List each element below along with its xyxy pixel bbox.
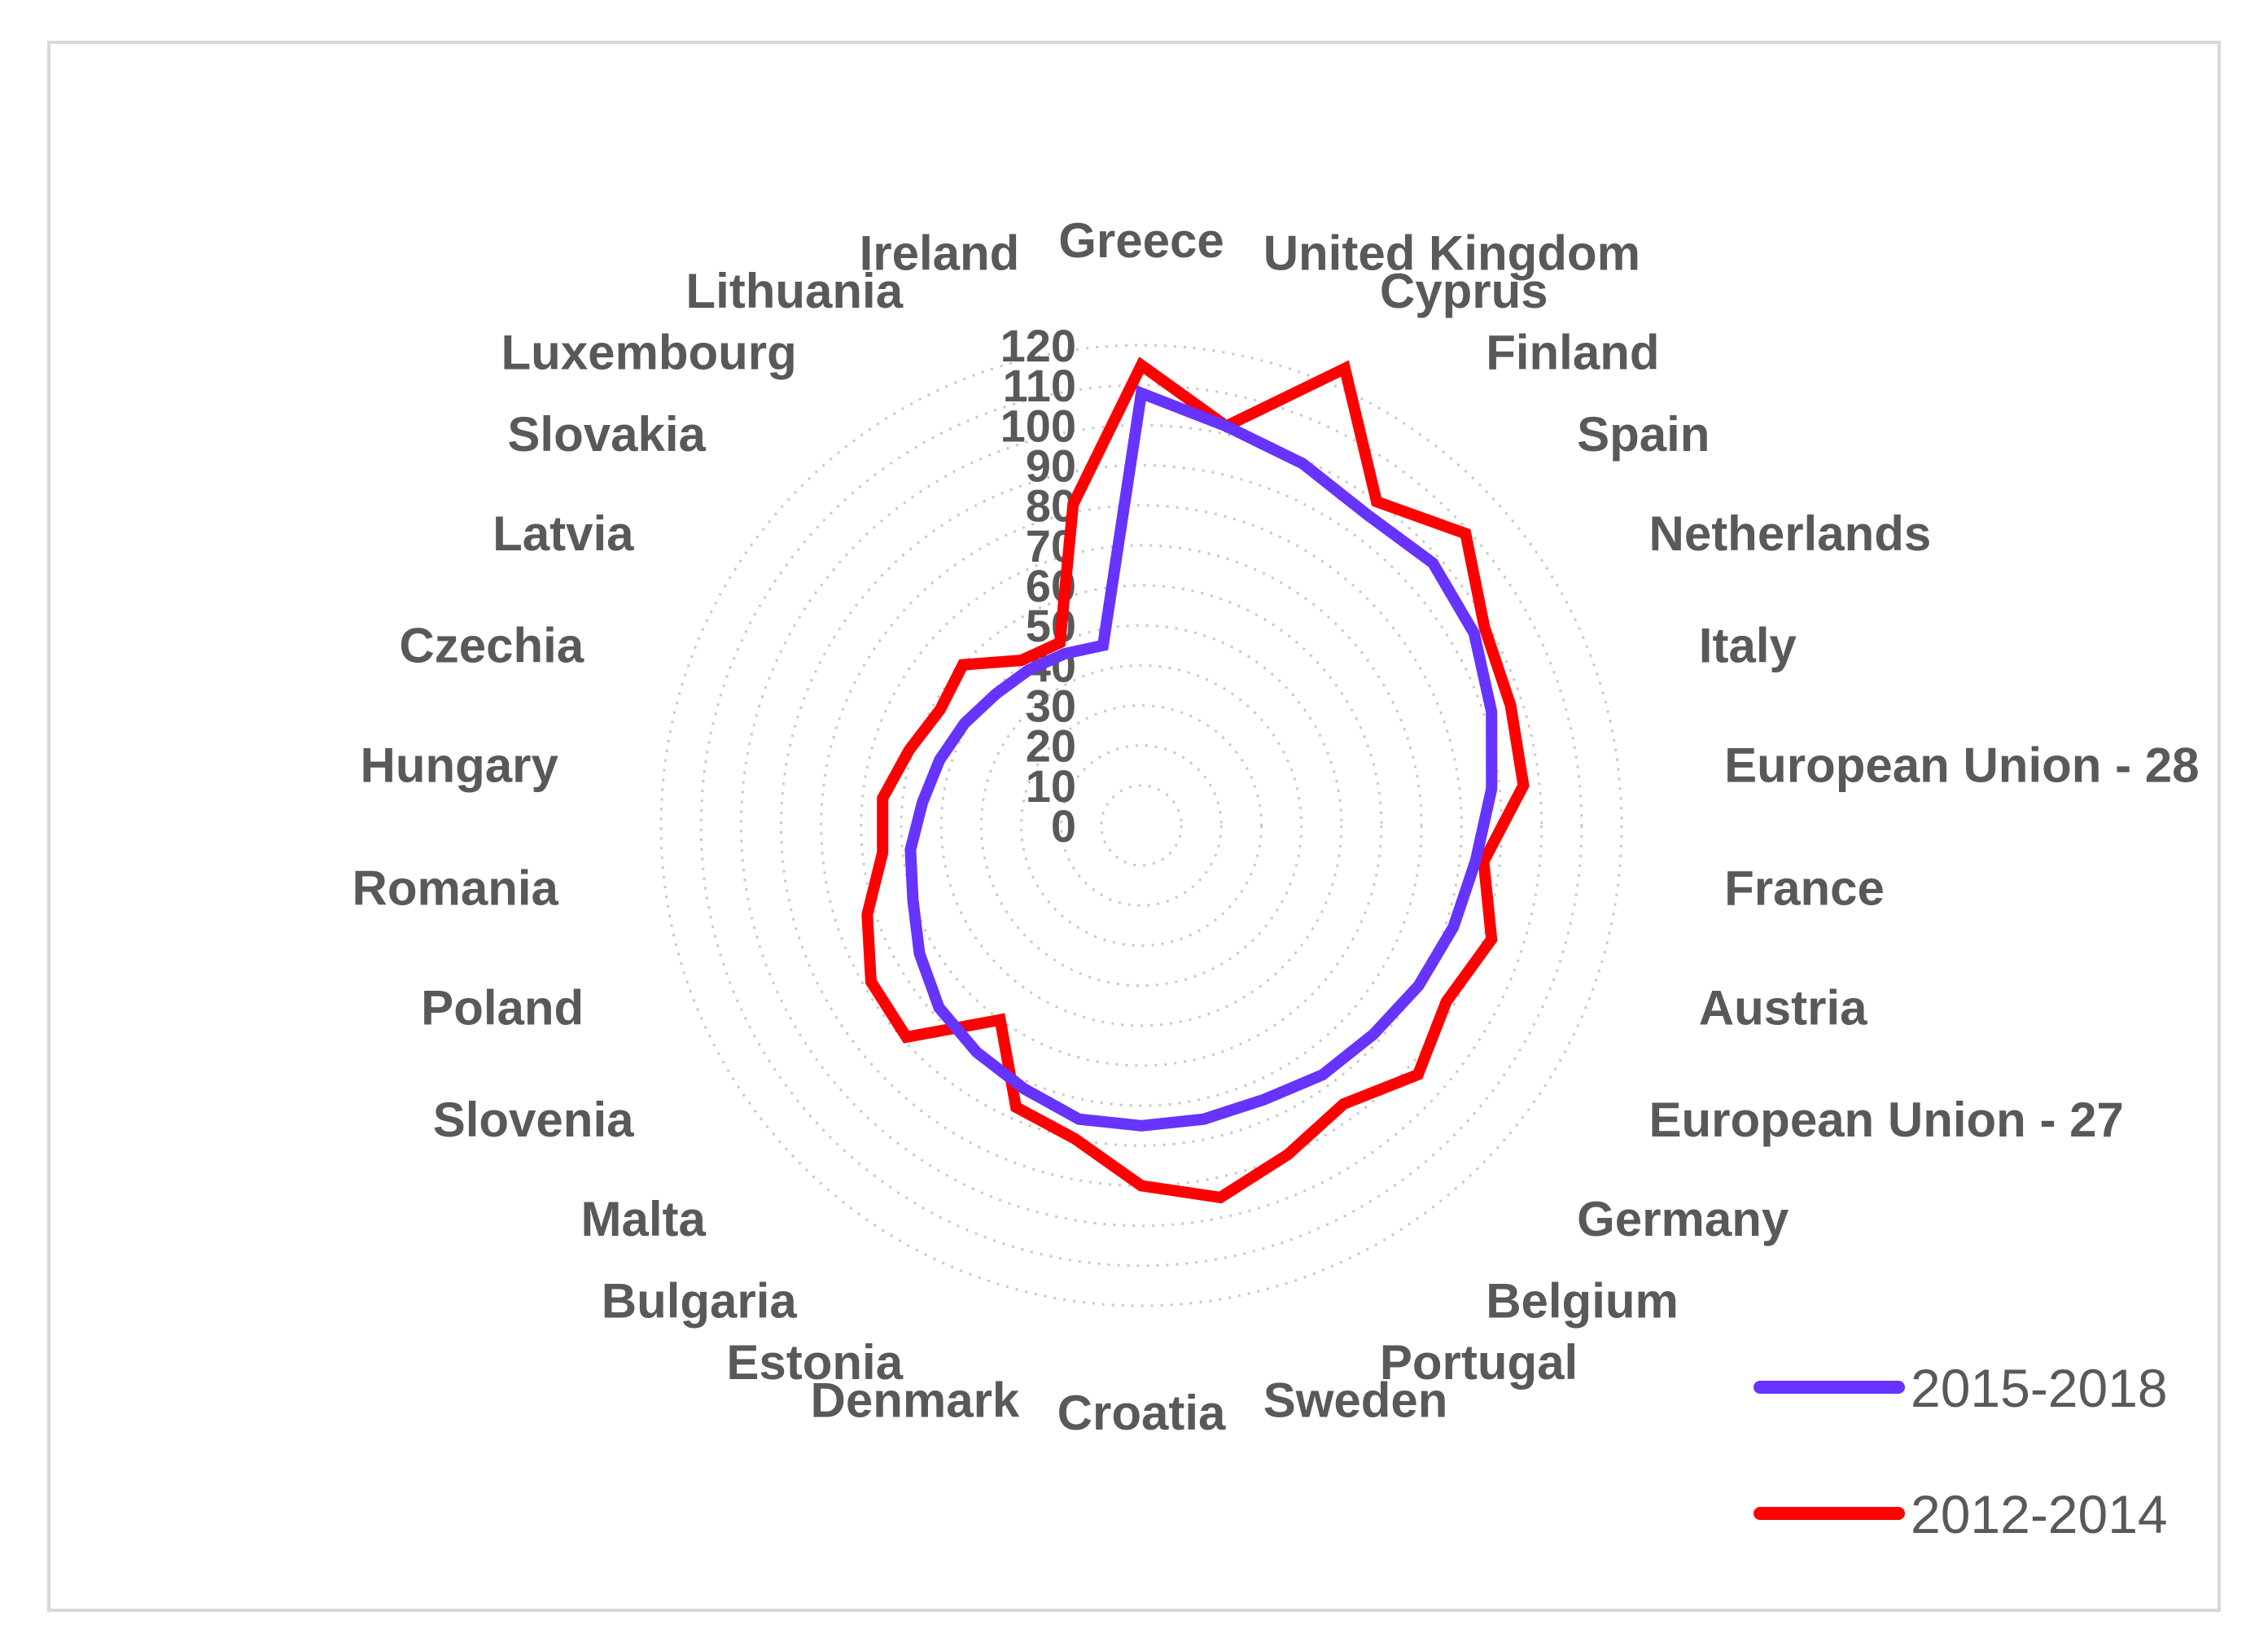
category-label: Italy [1699,619,1797,673]
category-label: Denmark [811,1373,1020,1427]
category-label: Finland [1486,326,1659,380]
category-label: Netherlands [1649,506,1932,561]
gridline-ring [1100,784,1183,867]
category-label: Austria [1699,981,1867,1036]
category-label: Sweden [1263,1373,1448,1427]
gridline-ring [1060,744,1223,907]
category-label: France [1724,861,1885,915]
category-label: Czechia [399,619,584,673]
gridline-ring [659,344,1623,1307]
legend: 2015-2018 2012-2014 [1754,1358,2168,1544]
tick-label: 120 [1000,320,1076,371]
gridline-ring [900,584,1383,1067]
category-label: Greece [1058,213,1224,268]
tick-label: 20 [1026,720,1076,772]
radial-grid [659,344,1623,1307]
tick-label: 30 [1026,681,1076,732]
gridline-ring [939,624,1343,1027]
category-label: Cyprus [1380,264,1548,318]
tick-label: 100 [1000,400,1076,451]
category-label: Ireland [860,226,1020,281]
category-label: European Union - 27 [1649,1093,2124,1147]
legend-label: 2012-2014 [1911,1484,2168,1544]
category-label: Portugal [1380,1335,1578,1390]
category-label: Luxembourg [501,326,796,380]
category-label: Romania [352,861,559,915]
category-label: Germany [1577,1192,1789,1246]
tick-label: 110 [1003,360,1076,411]
category-label: Hungary [361,738,559,793]
series-line-2015-2018 [904,385,1498,1132]
category-label: Estonia [726,1335,903,1390]
legend-label: 2015-2018 [1911,1358,2168,1418]
gridline-ring [820,504,1463,1147]
category-label: Slovenia [433,1093,634,1147]
tick-label: 10 [1026,760,1076,812]
gridline-ring [979,663,1303,988]
series-line-2012-2014 [861,357,1530,1204]
chart-frame: 0 10 20 30 40 50 60 70 80 90 100 110 120 Greece Unite… [47,41,2221,1612]
category-label: Spain [1577,407,1710,462]
category-label: Belgium [1486,1274,1679,1329]
category-label: Croatia [1057,1386,1226,1440]
gridline-ring [780,464,1503,1187]
category-label: Malta [581,1192,707,1246]
tick-label: 90 [1026,440,1076,492]
series-lines [861,357,1530,1204]
tick-label: 0 [1051,800,1076,852]
category-label: Bulgaria [602,1274,798,1329]
category-label: Latvia [493,506,634,561]
gridline-ring [699,383,1583,1268]
category-label: Poland [421,981,584,1036]
category-label: European Union - 28 [1724,738,2199,793]
gridline-ring [860,544,1423,1107]
gridline-ring [1020,704,1263,947]
category-label: Slovakia [507,407,706,462]
category-label: Lithuania [685,264,903,318]
category-label: United Kingdom [1263,226,1640,281]
